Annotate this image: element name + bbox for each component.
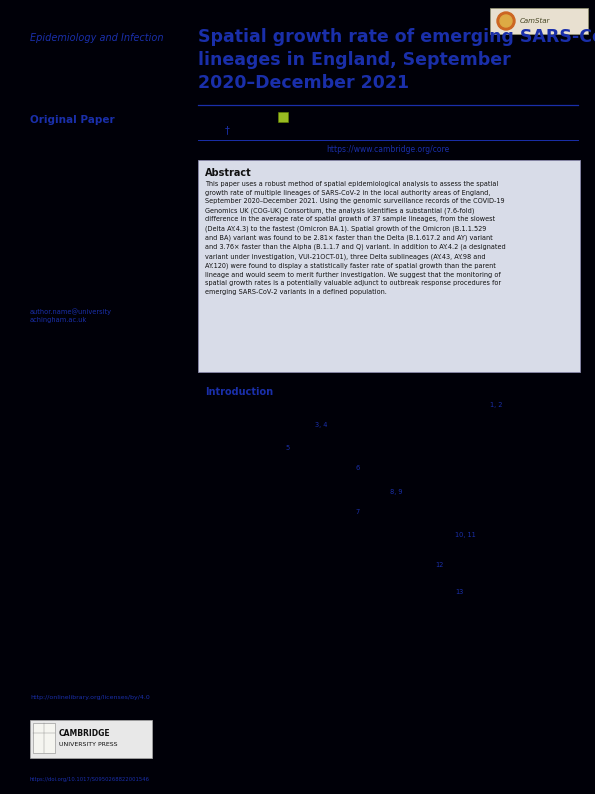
Text: Abstract: Abstract <box>205 168 252 178</box>
Bar <box>490 8 588 34</box>
Text: 5: 5 <box>285 445 289 451</box>
Text: 1, 2: 1, 2 <box>490 402 503 408</box>
Bar <box>30 720 152 758</box>
Text: Spatial growth rate of emerging SARS-CoV-2
lineages in England, September
2020–D: Spatial growth rate of emerging SARS-CoV… <box>198 28 595 92</box>
Text: http://onlinelibrary.org/licenses/by/4.0: http://onlinelibrary.org/licenses/by/4.0 <box>30 696 150 700</box>
Circle shape <box>497 12 515 30</box>
Text: 7: 7 <box>355 509 359 515</box>
Text: 8, 9: 8, 9 <box>390 489 402 495</box>
Circle shape <box>500 15 512 27</box>
Text: 10, 11: 10, 11 <box>455 532 476 538</box>
Text: CAMBRIDGE: CAMBRIDGE <box>59 729 111 738</box>
Text: Epidemiology and Infection: Epidemiology and Infection <box>30 33 164 43</box>
Text: 3, 4: 3, 4 <box>315 422 327 428</box>
Text: 12: 12 <box>435 562 443 568</box>
Text: https://www.cambridge.org/core: https://www.cambridge.org/core <box>327 145 450 155</box>
Text: This paper uses a robust method of spatial epidemiological analysis to assess th: This paper uses a robust method of spati… <box>205 181 506 295</box>
Text: CamStar: CamStar <box>520 18 550 24</box>
Text: 6: 6 <box>355 465 359 471</box>
Bar <box>198 160 580 372</box>
Text: †: † <box>225 125 230 135</box>
Bar <box>33 723 55 753</box>
Text: Original Paper: Original Paper <box>30 115 115 125</box>
Text: UNIVERSITY PRESS: UNIVERSITY PRESS <box>59 742 117 747</box>
Bar <box>278 112 288 122</box>
Text: Introduction: Introduction <box>205 387 273 397</box>
Text: 13: 13 <box>455 589 464 595</box>
Text: author.name@university
achingham.ac.uk: author.name@university achingham.ac.uk <box>30 308 112 322</box>
Text: https://doi.org/10.1017/S0950268822001546: https://doi.org/10.1017/S095026882200154… <box>30 777 150 783</box>
